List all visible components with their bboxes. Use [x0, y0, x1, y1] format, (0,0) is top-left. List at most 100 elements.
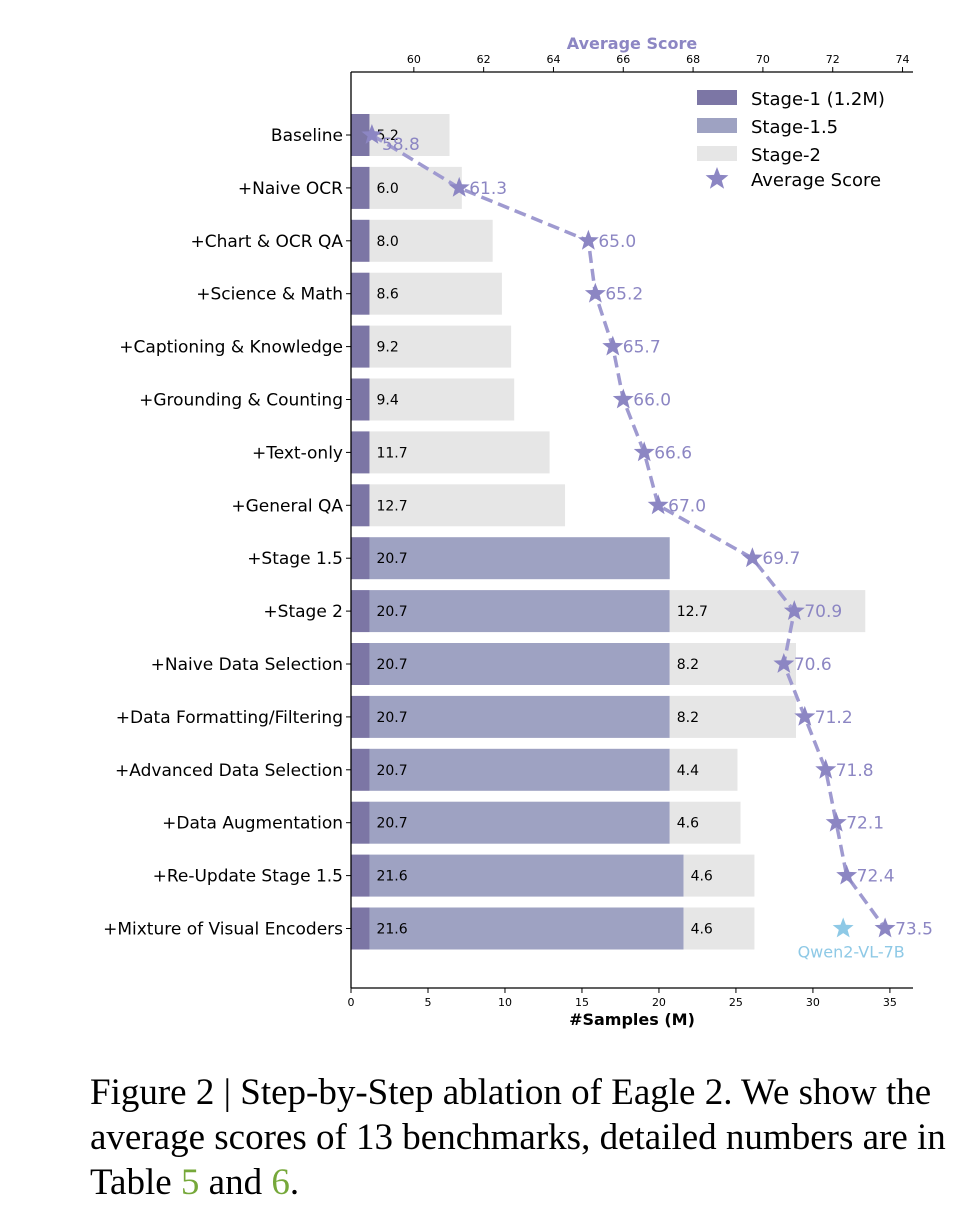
average-score-label: 72.4: [857, 867, 895, 887]
bar-label-stage2: 9.2: [376, 340, 398, 356]
average-score-star: [836, 864, 858, 885]
bar-stage1: [351, 431, 370, 474]
average-score-label: 71.2: [815, 708, 853, 728]
average-score-star: [825, 811, 847, 832]
bar-stage1-5: [369, 695, 670, 738]
reference-label: Qwen2-VL-7B: [798, 943, 905, 962]
top-x-tick-label: 66: [616, 53, 630, 66]
x-tick-label: 25: [729, 996, 743, 1009]
x-tick-label: 5: [424, 996, 431, 1009]
average-score-label: 72.1: [846, 814, 884, 834]
bar-stage2: [683, 907, 755, 950]
average-score-label: 70.6: [794, 655, 832, 675]
table-ref-5-link[interactable]: 5: [180, 1162, 200, 1203]
x-axis-title: #Samples (M): [569, 1010, 695, 1029]
x-tick-label: 0: [348, 996, 355, 1009]
average-score-label: 73.5: [895, 920, 933, 940]
y-tick-label: +Stage 2: [263, 602, 343, 622]
bar-label-stage1-5: 20.7: [376, 657, 407, 673]
bar-stage1: [351, 325, 370, 368]
caption-end: .: [289, 1162, 300, 1203]
y-tick-label: +Re-Update Stage 1.5: [153, 867, 343, 887]
bar-stage1: [351, 695, 370, 738]
bar-stage1: [351, 166, 370, 209]
bar-stage1: [351, 378, 370, 421]
average-score-star: [584, 282, 606, 303]
bar-stage1-5: [369, 748, 670, 791]
bar-stage1-5: [369, 590, 670, 633]
average-score-star: [647, 494, 669, 515]
average-score-star: [361, 124, 383, 144]
average-score-label: 58.8: [382, 135, 420, 155]
average-score-star: [773, 653, 795, 673]
top-x-tick-label: 64: [546, 53, 560, 66]
average-score-label: 65.2: [605, 285, 643, 305]
bar-stage2: [369, 484, 566, 527]
average-score-label: 67.0: [668, 496, 706, 516]
top-x-tick-label: 68: [686, 53, 700, 66]
average-score-star: [448, 176, 470, 197]
bar-stage1-5: [369, 537, 670, 580]
bar-label-stage2: 8.6: [376, 287, 398, 303]
average-score-label: 65.7: [623, 338, 661, 358]
bar-stage2: [369, 431, 550, 474]
caption-and: and: [199, 1162, 272, 1203]
bar-label-stage1-5: 20.7: [376, 763, 407, 779]
bar-label-stage2: 4.6: [691, 869, 713, 885]
average-score-line-layer: 58.8 61.3 65.0 65.2 65.7 66.0 66.6 67.0 69.7 70.9…: [361, 124, 933, 962]
bar-stage1: [351, 590, 370, 633]
bar-label-stage2: 8.2: [677, 710, 699, 726]
average-score-label: 66.0: [633, 391, 671, 411]
bar-stage2: [683, 854, 755, 897]
average-score-star: [602, 335, 624, 356]
top-x-tick-label: 60: [407, 53, 421, 66]
bar-stage1: [351, 484, 370, 527]
y-tick-label: +Grounding & Counting: [139, 391, 343, 411]
bar-stage1: [351, 537, 370, 580]
average-score-label: 69.7: [762, 549, 800, 569]
bar-label-stage2: 8.2: [677, 657, 699, 673]
bar-stage1: [351, 114, 370, 156]
y-tick-label: +Chart & OCR QA: [190, 232, 343, 252]
y-tick-label: +Science & Math: [196, 285, 343, 305]
bar-label-stage1-5: 21.6: [376, 922, 407, 938]
x-tick-label: 35: [883, 996, 897, 1009]
y-tick-label: +Naive Data Selection: [151, 655, 343, 675]
bar-stage1: [351, 801, 370, 844]
x-tick-label: 20: [652, 996, 666, 1009]
average-score-label: 66.6: [654, 443, 692, 463]
y-tick-label: Baseline: [271, 126, 343, 146]
average-score-star: [794, 705, 816, 726]
legend-label: Average Score: [751, 170, 881, 191]
bar-stage2: [369, 166, 462, 209]
caption-text: Figure 2 | Step-by-Step ablation of Eagl…: [90, 1072, 946, 1203]
average-score-star: [577, 229, 599, 250]
average-score-star: [815, 758, 837, 779]
legend-label: Stage-2: [751, 145, 821, 166]
bar-label-stage2: 12.7: [677, 604, 708, 620]
bar-stage2: [669, 695, 796, 738]
y-tick-label: +Captioning & Knowledge: [119, 338, 343, 358]
legend-swatch: [697, 146, 737, 161]
y-tick-label: +Data Formatting/Filtering: [116, 708, 343, 728]
bar-label-stage2: 6.0: [376, 181, 398, 197]
bar-stage1: [351, 219, 370, 262]
bar-stage1-5: [369, 643, 670, 685]
bar-label-stage1-5: 20.7: [376, 710, 407, 726]
average-score-star: [874, 917, 896, 938]
table-ref-6-link[interactable]: 6: [271, 1162, 290, 1203]
bar-stage2: [669, 643, 796, 685]
axes-layer: Baseline +Naive OCR +Chart & OCR QA +Scienc…: [103, 53, 913, 1009]
bar-stage2: [669, 748, 738, 791]
top-x-tick-label: 72: [826, 53, 840, 66]
bar-label-stage1-5: 20.7: [376, 604, 407, 620]
y-tick-label: +Text-only: [252, 443, 343, 463]
average-score-star: [783, 600, 805, 620]
bar-label-stage2: 9.4: [376, 393, 398, 409]
bar-stage2: [369, 325, 512, 368]
bar-stage1: [351, 854, 370, 897]
average-score-star: [633, 441, 655, 462]
bar-stage1-5: [369, 801, 670, 844]
x-tick-label: 30: [806, 996, 820, 1009]
average-score-label: 61.3: [469, 179, 507, 199]
